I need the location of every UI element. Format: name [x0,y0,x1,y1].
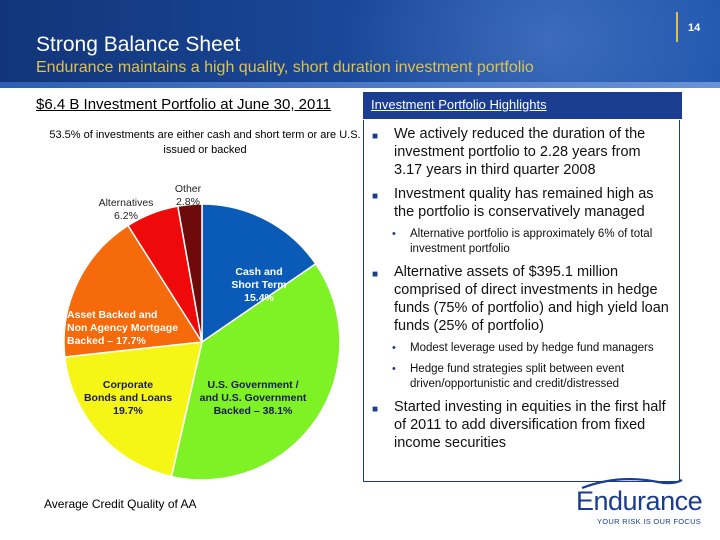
highlight-item: ■ We actively reduced the duration of the… [372,125,671,179]
highlight-item: ■ Started investing in equities in the fi… [372,398,671,452]
square-bullet-icon: ■ [372,191,379,202]
pie-slice-label: Corporate Bonds and Loans 19.7% [84,379,172,417]
highlight-item: • Alternative portfolio is approximately … [392,227,671,257]
slide-header: Strong Balance Sheet Endurance maintains… [0,0,720,88]
highlight-text: Started investing in equities in the fir… [394,399,666,451]
highlights-header: Investment Portfolio Highlights [363,92,682,119]
endurance-logo-tagline: YOUR RISK IS OUR FOCUS [597,517,702,526]
highlights-list: ■ We actively reduced the duration of the… [363,120,680,482]
square-bullet-icon: ■ [372,404,379,415]
pie-slice-label-line: Bonds and Loans [84,392,172,404]
dot-bullet-icon: • [392,342,396,354]
pie-slice-label: Other 2.8% [175,183,202,208]
pie-slice [170,262,341,481]
pie-slice-label-line: 15.4% [244,292,274,304]
pie-slice-label-line: Backed – 38.1% [214,405,293,417]
pie-slice-label-line: Non Agency Mortgage [67,322,178,334]
credit-quality-note: Average Credit Quality of AA [44,497,197,511]
slide-title: Strong Balance Sheet [36,33,241,56]
pie-slice-label-line: 6.2% [114,210,138,222]
pie-slice [63,224,204,358]
header-band [0,82,720,88]
highlight-item: • Modest leverage used by hedge fund mana… [392,341,671,356]
slide-subtitle: Endurance maintains a high quality, shor… [36,59,534,76]
header-glow [340,0,720,88]
square-bullet-icon: ■ [372,269,379,280]
endurance-logo-swoosh-icon [581,478,683,490]
page-number-divider [676,12,678,42]
pie-slice-label-line: Asset Backed and [67,309,157,321]
highlight-text: Alternative assets of $395.1 million com… [394,264,669,334]
highlight-text: Hedge fund strategies split between even… [410,363,625,390]
highlight-text: Investment quality has remained high as … [394,186,654,220]
pie-slice-label-line: Backed – 17.7% [67,335,146,347]
highlight-item: • Hedge fund strategies split between eve… [392,362,671,392]
highlight-text: We actively reduced the duration of the … [394,126,646,178]
pie-slice-label-line: 2.8% [176,196,200,208]
pie-slice-label: Asset Backed and Non Agency Mortgage Backe… [67,309,178,347]
highlight-item: ■ Investment quality has remained high as… [372,185,671,221]
highlights-title: Investment Portfolio Highlights [371,97,547,112]
pie-slice-label-line: Alternatives [99,197,154,209]
pie-slice-label: Alternatives 6.2% [99,197,154,222]
pie-slice-label: Cash and Short Term 15.4% [231,266,286,304]
highlight-text: Alternative portfolio is approximately 6… [410,228,653,255]
page-number: 14 [688,22,701,34]
pie-slice [201,203,317,344]
pie-slice-label: U.S. Government / and U.S. Government Back… [200,379,307,417]
pie-slice [176,203,203,343]
dot-bullet-icon: • [392,228,396,240]
pie-slice-label-line: and U.S. Government [200,392,307,404]
portfolio-note: 53.5% of investments are either cash and… [49,129,361,156]
pie-slice-label-line: Corporate [103,379,153,391]
pie-slice-label-line: Cash and [235,266,282,278]
pie-slice-label-line: Other [175,183,202,195]
dot-bullet-icon: • [392,363,396,375]
square-bullet-icon: ■ [372,131,379,142]
portfolio-pie-chart: Cash and Short Term 15.4% U.S. Government /… [63,183,341,481]
portfolio-title: $6.4 B Investment Portfolio at June 30, … [36,96,331,113]
endurance-logo: Endurance [576,486,703,516]
pie-slice-label-line: U.S. Government / [207,379,298,391]
pie-slice-label-line: 19.7% [113,405,143,417]
pie-slice [63,341,203,478]
highlight-text: Modest leverage used by hedge fund manag… [410,342,654,354]
pie-slice-label-line: Short Term [231,279,286,291]
highlight-item: ■ Alternative assets of $395.1 million co… [372,263,671,335]
